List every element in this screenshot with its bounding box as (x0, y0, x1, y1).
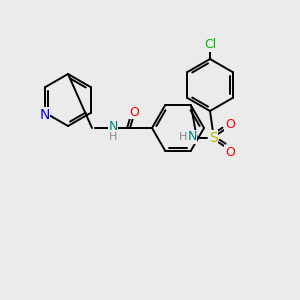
Text: H: H (179, 132, 187, 142)
Text: N: N (108, 121, 118, 134)
Text: S: S (208, 131, 217, 145)
Text: H: H (109, 132, 117, 142)
Text: N: N (187, 130, 197, 143)
Text: O: O (225, 118, 235, 130)
Text: Cl: Cl (204, 38, 216, 52)
Text: N: N (39, 108, 50, 122)
Text: O: O (225, 146, 235, 158)
Text: O: O (129, 106, 139, 118)
